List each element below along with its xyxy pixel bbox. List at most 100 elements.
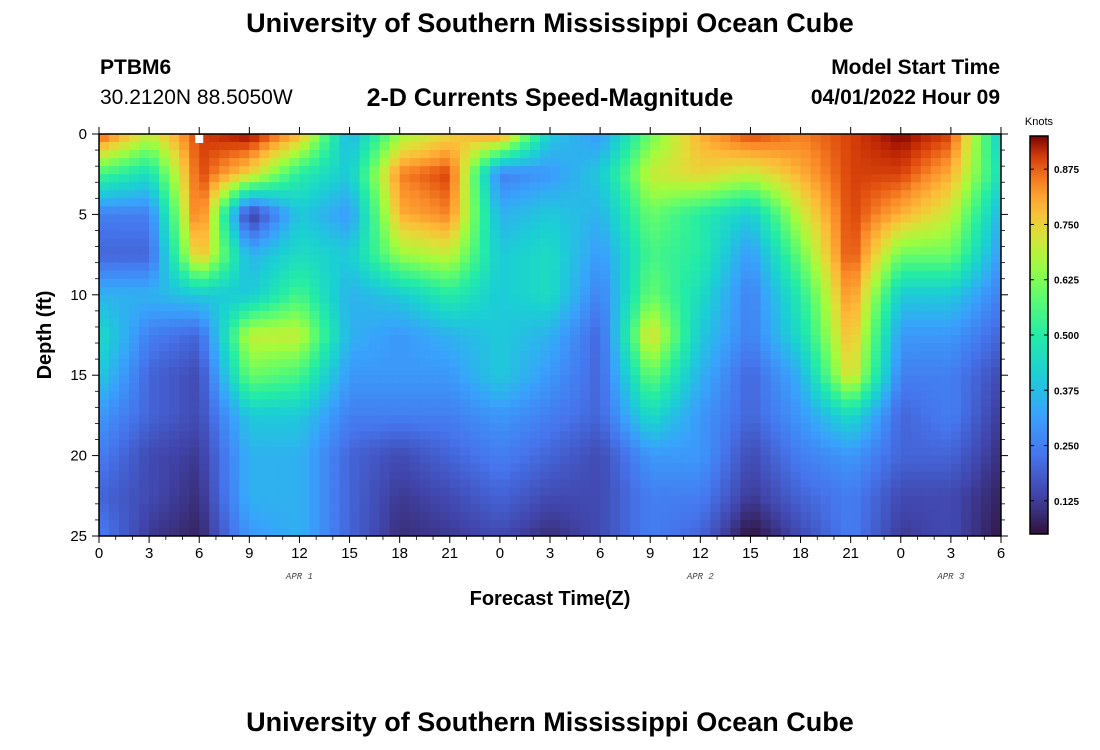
x-tick-label: 12: [692, 545, 709, 562]
heatmap-cell: [580, 487, 591, 497]
heatmap-cell: [129, 326, 140, 336]
heatmap-cell: [319, 310, 331, 320]
heatmap-cell: [329, 399, 341, 408]
heatmap-cell: [650, 142, 661, 151]
heatmap-cell: [379, 190, 391, 199]
heatmap-cell: [349, 134, 361, 143]
day-label: APR 1: [285, 572, 313, 582]
heatmap-cell: [750, 511, 762, 521]
heatmap-cell: [119, 471, 130, 481]
heatmap-cell: [339, 310, 351, 320]
heatmap-cell: [299, 150, 311, 159]
heatmap-cell: [129, 455, 140, 465]
heatmap-cell: [149, 359, 160, 368]
heatmap-cell: [830, 326, 842, 336]
heatmap-cell: [710, 198, 721, 207]
heatmap-cell: [790, 246, 802, 256]
heatmap-cell: [960, 262, 972, 272]
heatmap-cell: [389, 270, 401, 280]
heatmap-cell: [590, 343, 601, 352]
heatmap-cell: [489, 254, 501, 264]
heatmap-cell: [970, 503, 982, 513]
heatmap-cell: [319, 206, 331, 215]
heatmap-cell: [99, 351, 110, 360]
heatmap-cell: [459, 294, 471, 304]
heatmap-cell: [570, 238, 581, 248]
heatmap-cell: [800, 463, 812, 473]
heatmap-cell: [660, 527, 671, 536]
heatmap-cell: [700, 479, 711, 489]
heatmap-cell: [359, 190, 371, 199]
heatmap-cell: [489, 503, 501, 513]
heatmap-cell: [369, 294, 381, 304]
heatmap-cell: [309, 174, 321, 183]
heatmap-cell: [950, 439, 962, 449]
heatmap-cell: [870, 343, 882, 352]
heatmap-cell: [399, 246, 411, 256]
heatmap-cell: [169, 455, 180, 465]
heatmap-cell: [459, 286, 471, 296]
heatmap-cell: [990, 383, 1001, 392]
heatmap-cell: [539, 134, 551, 143]
heatmap-cell: [840, 166, 852, 175]
heatmap-cell: [750, 375, 762, 384]
heatmap-cell: [740, 214, 752, 224]
heatmap-cell: [369, 455, 381, 465]
heatmap-cell: [760, 383, 772, 392]
heatmap-cell: [269, 158, 280, 167]
heatmap-cell: [840, 230, 852, 240]
heatmap-cell: [700, 495, 711, 505]
heatmap-cell: [560, 142, 571, 151]
heatmap-cell: [269, 270, 280, 280]
heatmap-cell: [570, 415, 581, 425]
heatmap-cell: [469, 294, 481, 304]
heatmap-cell: [550, 519, 561, 529]
heatmap-cell: [780, 142, 792, 151]
heatmap-cell: [950, 343, 962, 352]
heatmap-cell: [309, 431, 321, 441]
heatmap-cell: [830, 278, 842, 288]
heatmap-cell: [99, 318, 110, 328]
heatmap-cell: [419, 391, 431, 400]
heatmap-cell: [149, 182, 160, 191]
heatmap-cell: [560, 190, 571, 199]
heatmap-cell: [920, 134, 932, 143]
heatmap-cell: [680, 294, 691, 304]
heatmap-cell: [630, 455, 641, 465]
heatmap-cell: [870, 214, 882, 224]
heatmap-cell: [539, 503, 551, 513]
heatmap-cell: [980, 270, 992, 280]
heatmap-cell: [850, 198, 862, 207]
heatmap-cell: [539, 519, 551, 529]
heatmap-cell: [870, 399, 882, 408]
heatmap-cell: [580, 318, 591, 328]
heatmap-cell: [600, 391, 611, 400]
heatmap-cell: [239, 278, 250, 288]
heatmap-cell: [880, 375, 892, 384]
heatmap-cell: [910, 415, 922, 425]
heatmap-cell: [239, 495, 250, 505]
heatmap-cell: [509, 206, 521, 215]
heatmap-cell: [309, 391, 321, 400]
heatmap-cell: [339, 190, 351, 199]
heatmap-cell: [429, 310, 441, 320]
heatmap-cell: [319, 415, 331, 425]
heatmap-cell: [970, 222, 982, 232]
heatmap-cell: [159, 519, 170, 529]
heatmap-cell: [119, 511, 130, 521]
heatmap-cell: [209, 294, 220, 304]
heatmap-cell: [630, 222, 641, 232]
heatmap-cell: [289, 158, 301, 167]
heatmap-cell: [900, 254, 912, 264]
heatmap-cell: [139, 222, 150, 232]
heatmap-cell: [830, 206, 842, 215]
heatmap-cell: [429, 495, 441, 505]
heatmap-cell: [199, 254, 210, 264]
heatmap-cell: [950, 359, 962, 368]
heatmap-cell: [419, 351, 431, 360]
heatmap-cell: [670, 519, 681, 529]
heatmap-cell: [329, 158, 341, 167]
heatmap-cell: [860, 286, 872, 296]
heatmap-cell: [560, 415, 571, 425]
heatmap-cell: [760, 359, 772, 368]
